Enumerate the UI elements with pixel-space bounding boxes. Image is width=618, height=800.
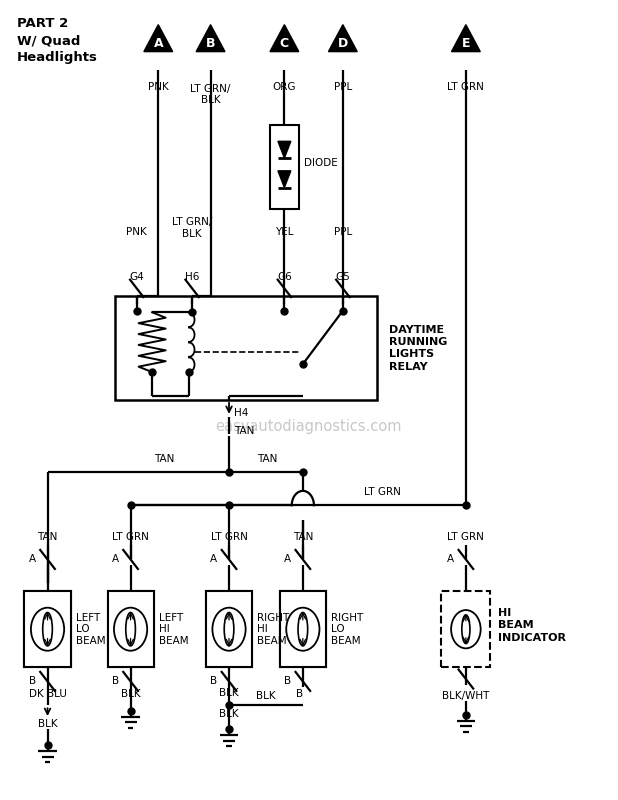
- Bar: [108, 591, 154, 667]
- Text: B: B: [296, 690, 303, 699]
- Text: PNK: PNK: [126, 226, 147, 237]
- Text: A: A: [112, 554, 119, 565]
- Text: BLK: BLK: [38, 719, 57, 729]
- Text: B: B: [28, 677, 36, 686]
- Polygon shape: [278, 170, 291, 187]
- Text: RIGHT
HI
BEAM: RIGHT HI BEAM: [257, 613, 289, 646]
- Polygon shape: [196, 25, 225, 52]
- Bar: [269, 125, 299, 209]
- Text: LT GRN: LT GRN: [112, 532, 149, 542]
- Text: BLK/WHT: BLK/WHT: [442, 691, 489, 701]
- Text: G6: G6: [277, 272, 292, 282]
- Text: B: B: [206, 37, 215, 50]
- Text: easyautodiagnostics.com: easyautodiagnostics.com: [216, 419, 402, 434]
- Text: H6: H6: [185, 272, 199, 282]
- Bar: [25, 591, 70, 667]
- Text: A: A: [28, 554, 36, 565]
- Polygon shape: [270, 25, 298, 52]
- Text: D: D: [337, 37, 348, 50]
- Text: C: C: [280, 37, 289, 50]
- Text: DK BLU: DK BLU: [28, 690, 67, 699]
- Text: DAYTIME
RUNNING
LIGHTS
RELAY: DAYTIME RUNNING LIGHTS RELAY: [389, 325, 447, 372]
- Bar: [280, 591, 326, 667]
- Text: PPL: PPL: [334, 226, 352, 237]
- Text: E: E: [462, 37, 470, 50]
- Text: PPL: PPL: [334, 82, 352, 91]
- Text: BLK: BLK: [256, 690, 276, 701]
- Bar: [441, 591, 491, 667]
- Text: TAN: TAN: [257, 454, 277, 464]
- Bar: [280, 591, 326, 667]
- Bar: [115, 296, 377, 400]
- Text: G5: G5: [336, 272, 350, 282]
- Text: TAN: TAN: [234, 426, 255, 436]
- Text: BLK: BLK: [219, 688, 239, 698]
- Text: A: A: [447, 554, 454, 565]
- Text: TAN: TAN: [293, 532, 313, 542]
- Text: LT GRN/
BLK: LT GRN/ BLK: [172, 218, 213, 239]
- Text: HI
BEAM
INDICATOR: HI BEAM INDICATOR: [498, 608, 566, 642]
- Text: RIGHT
LO
BEAM: RIGHT LO BEAM: [331, 613, 363, 646]
- Text: G4: G4: [129, 272, 144, 282]
- Text: LT GRN: LT GRN: [211, 532, 247, 542]
- Text: ORG: ORG: [273, 82, 296, 91]
- Text: YEL: YEL: [275, 226, 294, 237]
- Text: A: A: [284, 554, 291, 565]
- Text: A: A: [153, 37, 163, 50]
- Polygon shape: [452, 25, 480, 52]
- Polygon shape: [144, 25, 172, 52]
- Text: DIODE: DIODE: [304, 158, 338, 168]
- Text: PART 2
W/ Quad
Headlights: PART 2 W/ Quad Headlights: [17, 18, 98, 64]
- Bar: [206, 591, 252, 667]
- Bar: [25, 591, 70, 667]
- Text: LT GRN: LT GRN: [447, 532, 485, 542]
- Text: LEFT
HI
BEAM: LEFT HI BEAM: [159, 613, 188, 646]
- Text: BLK: BLK: [219, 709, 239, 718]
- Bar: [206, 591, 252, 667]
- Text: H4: H4: [234, 408, 248, 418]
- Text: B: B: [112, 677, 119, 686]
- Bar: [108, 591, 154, 667]
- Text: LT GRN: LT GRN: [447, 82, 485, 91]
- Text: B: B: [210, 677, 217, 686]
- Text: PNK: PNK: [148, 82, 169, 91]
- Text: TAN: TAN: [37, 532, 57, 542]
- Text: LT GRN: LT GRN: [365, 487, 401, 498]
- Text: TAN: TAN: [154, 454, 175, 464]
- Text: LEFT
LO
BEAM: LEFT LO BEAM: [75, 613, 105, 646]
- Text: B: B: [284, 677, 291, 686]
- Polygon shape: [278, 142, 291, 158]
- Text: LT GRN/
BLK: LT GRN/ BLK: [190, 83, 231, 105]
- Text: A: A: [210, 554, 217, 565]
- Text: BLK: BLK: [121, 690, 140, 699]
- Polygon shape: [328, 25, 357, 52]
